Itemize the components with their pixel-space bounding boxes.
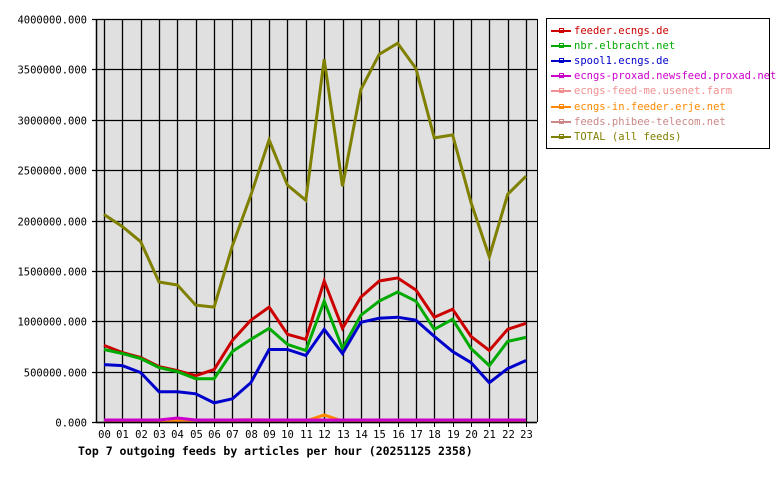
x-tick-label: 17 <box>410 429 423 441</box>
x-tick-label: 12 <box>318 429 331 441</box>
series-line <box>103 290 527 381</box>
line-marker-icon <box>551 103 571 111</box>
x-tick-label: 21 <box>483 429 496 441</box>
x-tick-label: 09 <box>263 429 276 441</box>
legend-label: TOTAL (all feeds) <box>574 130 682 143</box>
legend-label: ecngs-feed-me.usenet.farm <box>574 85 733 98</box>
legend-label: feeds.phibee-telecom.net <box>574 115 726 128</box>
legend-item-feeder-ecngs: feeder.ecngs.de <box>551 23 769 38</box>
line-marker-icon <box>551 118 571 126</box>
legend-label: ecngs-in.feeder.erje.net <box>574 100 726 113</box>
y-tick-label: 1500000.000 <box>17 267 87 279</box>
y-tick-label: 0.000 <box>55 418 87 430</box>
x-tick-label: 03 <box>153 429 166 441</box>
legend-label: ecngs-proxad.newsfeed.proxad.net <box>574 70 777 83</box>
legend-label: spool1.ecngs.de <box>574 54 669 67</box>
legend-item-proxad: ecngs-proxad.newsfeed.proxad.net <box>551 69 776 84</box>
y-tick-label: 2000000.000 <box>17 217 87 229</box>
legend-item-usenet-farm: ecngs-feed-me.usenet.farm <box>551 84 769 99</box>
x-tick-label: 05 <box>190 429 203 441</box>
x-tick-label: 14 <box>355 429 368 441</box>
line-marker-icon <box>551 133 571 141</box>
x-tick-label: 16 <box>392 429 405 441</box>
legend-item-nbr-elbracht: nbr.elbracht.net <box>551 38 769 53</box>
series-line <box>103 41 528 309</box>
line-marker-icon <box>551 87 571 95</box>
plot-background <box>96 19 537 422</box>
x-tick-label: 15 <box>373 429 386 441</box>
y-tick-label: 500000.000 <box>24 368 87 380</box>
chart-caption: Top 7 outgoing feeds by articles per hou… <box>78 444 473 458</box>
gridlines <box>92 18 537 424</box>
plot-area <box>96 19 537 422</box>
x-tick-label: 00 <box>98 429 111 441</box>
x-tick-label: 13 <box>337 429 350 441</box>
x-tick-label: 10 <box>281 429 294 441</box>
legend-label: nbr.elbracht.net <box>574 39 676 52</box>
series-line <box>103 315 527 405</box>
legend: feeder.ecngs.de nbr.elbracht.net spool1.… <box>546 18 776 149</box>
x-tick-label: 06 <box>208 429 221 441</box>
line-marker-icon <box>551 27 571 35</box>
y-tick-label: 3000000.000 <box>17 116 87 128</box>
legend-item-spool1-ecngs: spool1.ecngs.de <box>551 53 769 68</box>
y-tick-label: 3500000.000 <box>17 65 87 77</box>
series-lines <box>103 41 528 423</box>
legend-item-phibee: feeds.phibee-telecom.net <box>551 114 769 129</box>
x-tick-label: 22 <box>502 429 515 441</box>
legend-item-erje: ecngs-in.feeder.erje.net <box>551 99 769 114</box>
x-tick-label: 07 <box>226 429 239 441</box>
legend-label: feeder.ecngs.de <box>574 24 669 37</box>
axes: 00 01 02 03 04 05 06 07 08 09 10 11 12 13 14 15 16 17 18 19… <box>17 15 538 441</box>
y-tick-label: 4000000.000 <box>17 15 87 27</box>
x-tick-label: 20 <box>465 429 478 441</box>
line-marker-icon <box>551 72 571 80</box>
x-tick-label: 08 <box>245 429 258 441</box>
x-tick-label: 23 <box>520 429 533 441</box>
line-marker-icon <box>551 42 571 50</box>
x-tick-label: 19 <box>447 429 460 441</box>
line-marker-icon <box>551 57 571 65</box>
y-tick-label: 2500000.000 <box>17 166 87 178</box>
x-tick-label: 02 <box>135 429 148 441</box>
series-line <box>104 416 526 422</box>
x-tick-label: 01 <box>116 429 129 441</box>
x-tick-label: 11 <box>300 429 313 441</box>
legend-item-total: TOTAL (all feeds) <box>551 129 769 144</box>
y-tick-label: 1000000.000 <box>17 317 87 329</box>
x-tick-label: 04 <box>171 429 184 441</box>
x-tick-label: 18 <box>428 429 441 441</box>
